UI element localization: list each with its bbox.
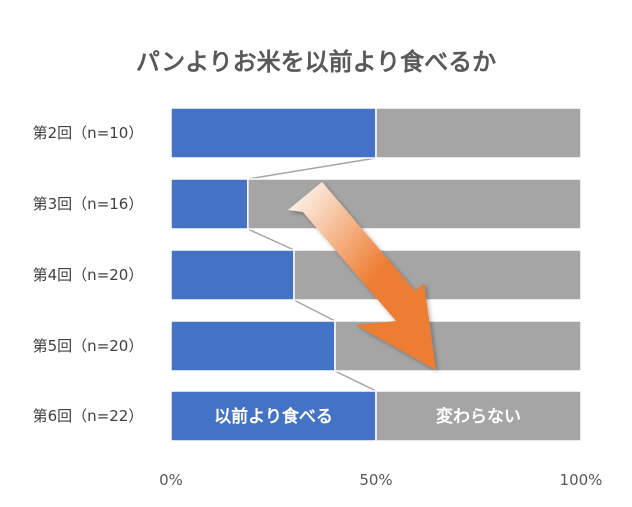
- category-label: 第5回（n=20）: [33, 337, 144, 355]
- chart-title: パンよりお米を以前より食べるか: [135, 48, 497, 76]
- bar-eat-more-5: [170, 390, 377, 442]
- series-line: [334, 370, 377, 392]
- bar-unchanged-1: [375, 107, 582, 159]
- trend-arrow-icon: [288, 182, 436, 370]
- series-line: [247, 228, 295, 251]
- category-label: 第4回（n=20）: [33, 266, 144, 284]
- x-tick-label: 50%: [359, 471, 392, 489]
- legend-label-unchanged: 変わらない: [436, 406, 521, 427]
- series-line: [247, 157, 377, 180]
- bar-eat-more-1: [170, 107, 377, 159]
- series-line: [293, 299, 336, 322]
- x-tick-labels: 0% 50% 100%: [159, 471, 602, 489]
- category-label: 第2回（n=10）: [33, 124, 144, 142]
- series-lines: [247, 157, 377, 392]
- category-label: 第6回（n=22）: [33, 407, 144, 425]
- bar-eat-more-3: [170, 249, 295, 301]
- x-tick-label: 100%: [560, 471, 603, 489]
- category-labels: 第2回（n=10） 第3回（n=16） 第4回（n=20） 第5回（n=20） 第6回（…: [33, 124, 144, 425]
- bars-group: [170, 107, 582, 442]
- bar-eat-more-2: [170, 178, 249, 230]
- legend-label-eat-more: 以前より食べる: [214, 406, 333, 427]
- x-tick-label: 0%: [159, 471, 183, 489]
- bar-unchanged-5: [375, 390, 582, 442]
- bar-eat-more-4: [170, 320, 336, 372]
- inline-legend-labels: 以前より食べる 変わらない: [214, 406, 521, 427]
- bar-unchanged-3: [293, 249, 582, 301]
- category-label: 第3回（n=16）: [33, 195, 144, 213]
